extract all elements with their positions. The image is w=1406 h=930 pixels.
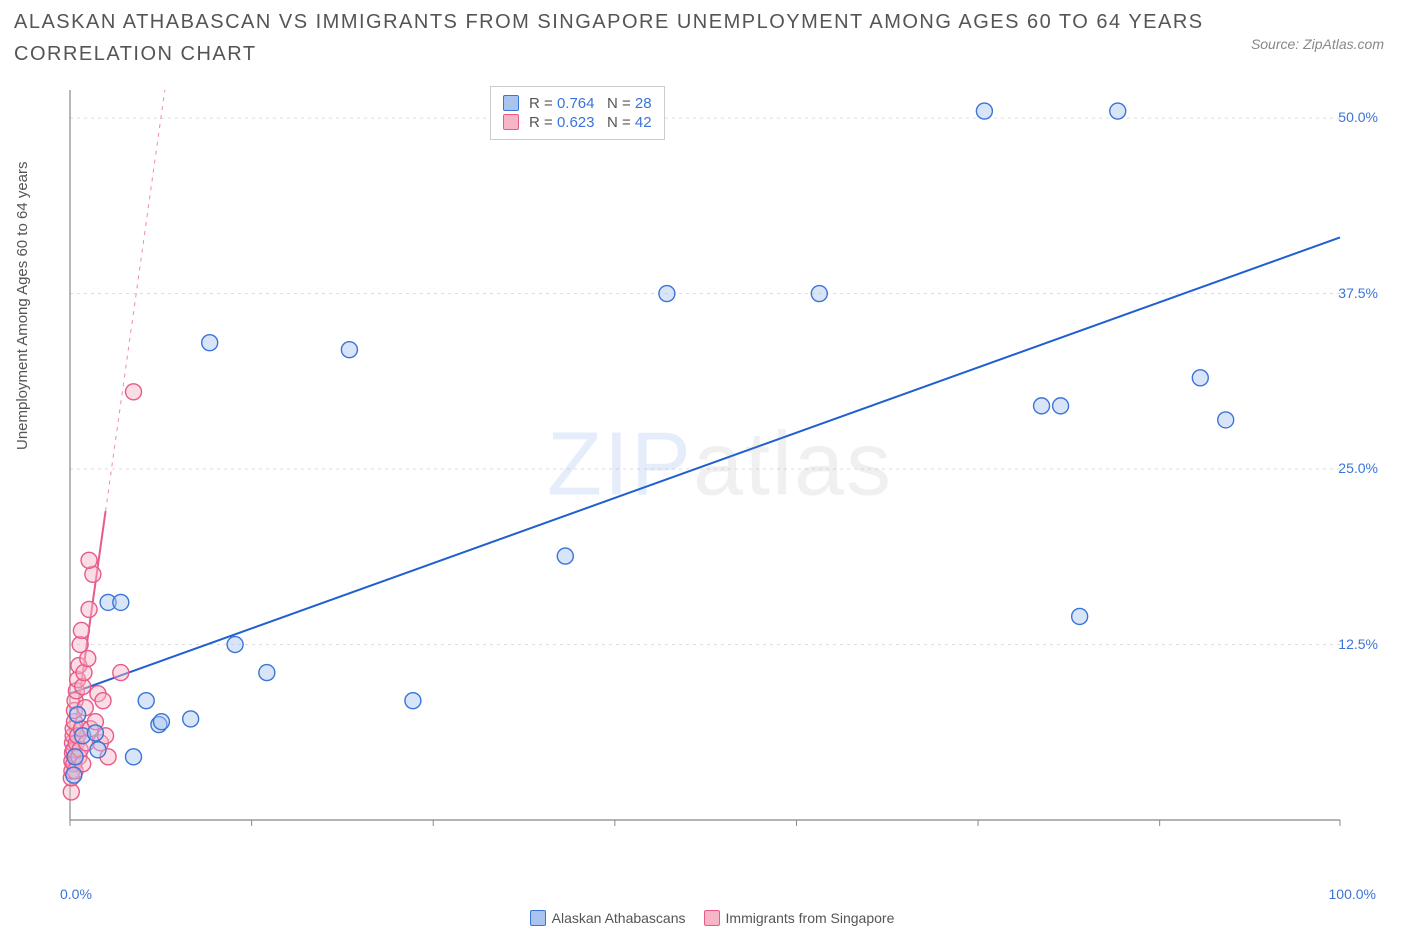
y-tick-label: 37.5% xyxy=(1338,285,1378,301)
legend-label: Immigrants from Singapore xyxy=(726,910,895,926)
y-tick-label: 25.0% xyxy=(1338,460,1378,476)
x-axis-min: 0.0% xyxy=(60,886,92,902)
legend-swatch xyxy=(530,910,546,926)
legend-swatch xyxy=(704,910,720,926)
stats-legend: R = 0.764 N = 28 R = 0.623 N = 42 xyxy=(490,86,665,140)
plot-area: ZIPatlas R = 0.764 N = 28R = 0.623 N = 4… xyxy=(60,80,1380,850)
y-axis-label: Unemployment Among Ages 60 to 64 years xyxy=(14,161,31,450)
y-tick-label: 50.0% xyxy=(1338,109,1378,125)
legend-label: Alaskan Athabascans xyxy=(552,910,686,926)
stats-legend-row: R = 0.764 N = 28 xyxy=(503,95,652,112)
y-tick-label: 12.5% xyxy=(1338,636,1378,652)
series-legend: Alaskan Athabascans Immigrants from Singa… xyxy=(0,910,1406,926)
chart-source: Source: ZipAtlas.com xyxy=(1251,36,1384,52)
plot-svg xyxy=(60,80,1380,850)
x-axis-max: 100.0% xyxy=(1329,886,1376,902)
chart-title: ALASKAN ATHABASCAN VS IMMIGRANTS FROM SI… xyxy=(14,6,1246,70)
stats-legend-row: R = 0.623 N = 42 xyxy=(503,114,652,131)
correlation-chart: ALASKAN ATHABASCAN VS IMMIGRANTS FROM SI… xyxy=(0,0,1406,930)
